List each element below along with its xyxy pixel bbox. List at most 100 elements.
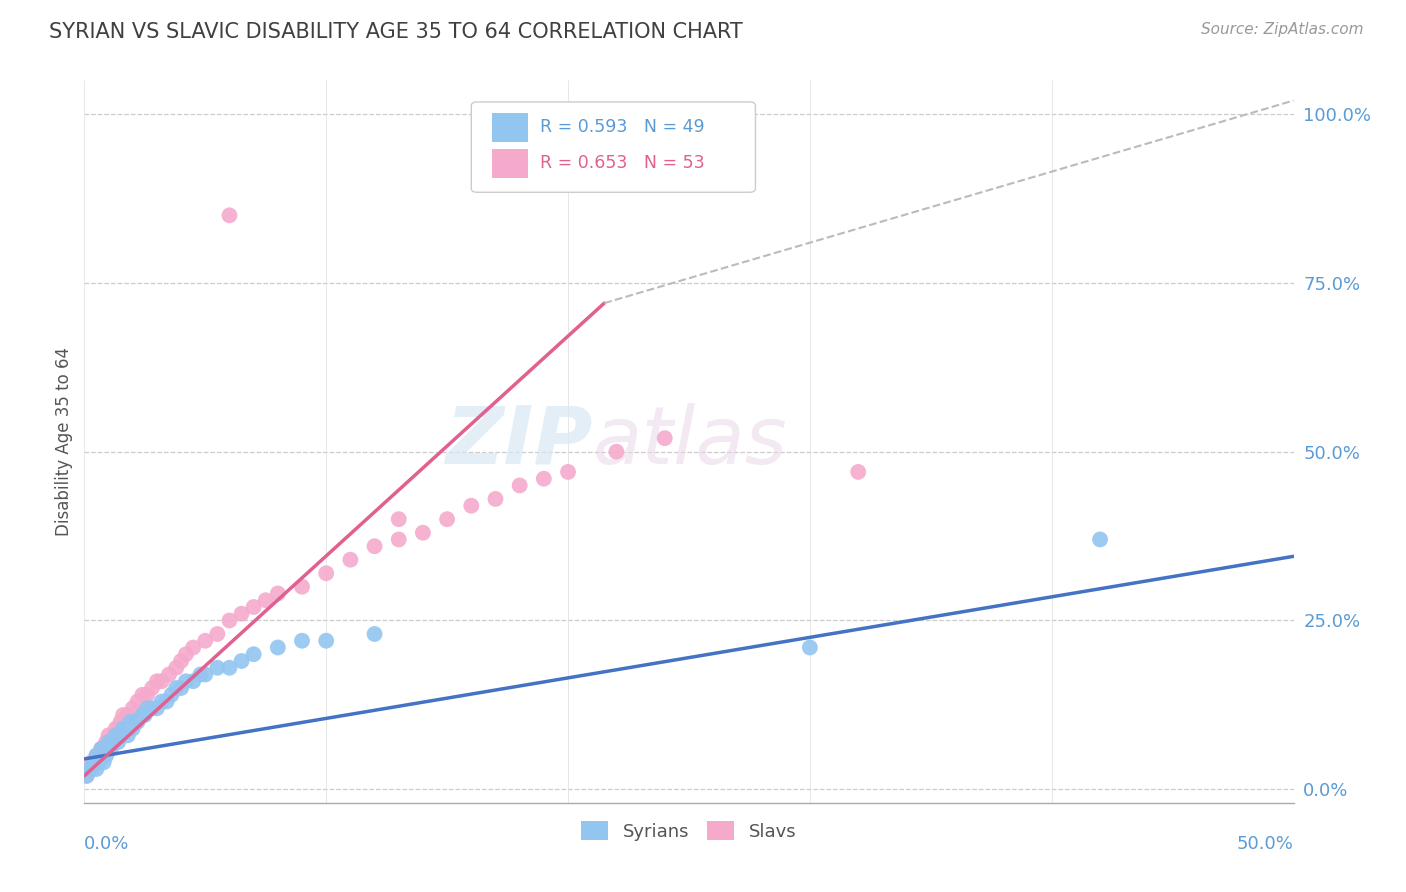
Bar: [492, 112, 529, 142]
Point: [207, 661, 229, 675]
Text: SYRIAN VS SLAVIC DISABILITY AGE 35 TO 64 CORRELATION CHART: SYRIAN VS SLAVIC DISABILITY AGE 35 TO 64…: [49, 22, 742, 42]
Point: [291, 633, 314, 648]
Point: [136, 688, 159, 702]
Point: [509, 478, 531, 492]
Point: [87, 748, 110, 763]
Point: [120, 714, 142, 729]
Point: [557, 465, 579, 479]
Point: [124, 714, 146, 729]
Point: [127, 694, 149, 708]
Point: [80, 756, 103, 770]
Point: [157, 667, 180, 681]
Point: [141, 701, 163, 715]
Point: [315, 633, 337, 648]
Text: atlas: atlas: [592, 402, 787, 481]
Point: [76, 769, 98, 783]
Point: [150, 694, 173, 708]
Point: [254, 593, 277, 607]
Point: [134, 708, 156, 723]
Point: [104, 722, 127, 736]
Point: [174, 647, 197, 661]
Point: [87, 756, 110, 770]
Point: [218, 661, 240, 675]
Point: [165, 661, 187, 675]
Point: [127, 714, 149, 729]
Point: [231, 607, 253, 621]
FancyBboxPatch shape: [471, 102, 755, 193]
Point: [174, 674, 197, 689]
Point: [170, 681, 193, 695]
Text: R = 0.593   N = 49: R = 0.593 N = 49: [540, 119, 704, 136]
Y-axis label: Disability Age 35 to 64: Disability Age 35 to 64: [55, 347, 73, 536]
Point: [267, 640, 290, 655]
Point: [190, 667, 212, 681]
Point: [315, 566, 337, 581]
Point: [107, 735, 129, 749]
Point: [207, 627, 229, 641]
Point: [97, 735, 120, 749]
Point: [460, 499, 482, 513]
Point: [388, 533, 411, 547]
Point: [117, 728, 139, 742]
Point: [412, 525, 434, 540]
Point: [146, 674, 169, 689]
Point: [141, 681, 163, 695]
Point: [194, 667, 217, 681]
Point: [1088, 533, 1111, 547]
Point: [104, 728, 127, 742]
Text: Source: ZipAtlas.com: Source: ZipAtlas.com: [1201, 22, 1364, 37]
Point: [160, 688, 183, 702]
Point: [121, 722, 143, 736]
Point: [107, 722, 129, 736]
Legend: Syrians, Slavs: Syrians, Slavs: [574, 814, 804, 848]
Point: [94, 748, 117, 763]
Point: [86, 748, 108, 763]
Point: [388, 512, 411, 526]
Point: [436, 512, 458, 526]
Point: [136, 701, 159, 715]
Point: [110, 728, 132, 742]
Point: [218, 614, 240, 628]
Point: [181, 674, 204, 689]
Point: [117, 708, 139, 723]
Point: [267, 586, 290, 600]
Point: [218, 208, 240, 222]
Point: [654, 431, 676, 445]
Point: [76, 769, 98, 783]
Point: [194, 633, 217, 648]
Point: [114, 722, 136, 736]
Point: [93, 756, 115, 770]
Point: [77, 762, 100, 776]
Point: [100, 741, 122, 756]
Point: [165, 681, 187, 695]
Point: [97, 741, 120, 756]
Point: [86, 748, 108, 763]
Point: [90, 741, 112, 756]
Point: [112, 722, 135, 736]
Point: [93, 741, 115, 756]
Point: [339, 552, 361, 566]
Point: [231, 654, 253, 668]
Point: [846, 465, 869, 479]
Point: [94, 735, 117, 749]
Point: [100, 735, 122, 749]
Point: [146, 701, 169, 715]
Point: [90, 748, 112, 763]
Point: [170, 654, 193, 668]
Point: [83, 756, 105, 770]
Point: [484, 491, 506, 506]
Point: [799, 640, 821, 655]
Point: [363, 627, 385, 641]
Point: [291, 580, 314, 594]
Point: [242, 647, 264, 661]
Point: [97, 728, 120, 742]
Text: ZIP: ZIP: [444, 402, 592, 481]
Point: [131, 708, 153, 723]
Point: [242, 599, 264, 614]
Point: [103, 728, 125, 742]
Point: [363, 539, 385, 553]
Point: [605, 444, 627, 458]
Point: [112, 708, 135, 723]
Point: [103, 735, 125, 749]
Point: [83, 756, 105, 770]
